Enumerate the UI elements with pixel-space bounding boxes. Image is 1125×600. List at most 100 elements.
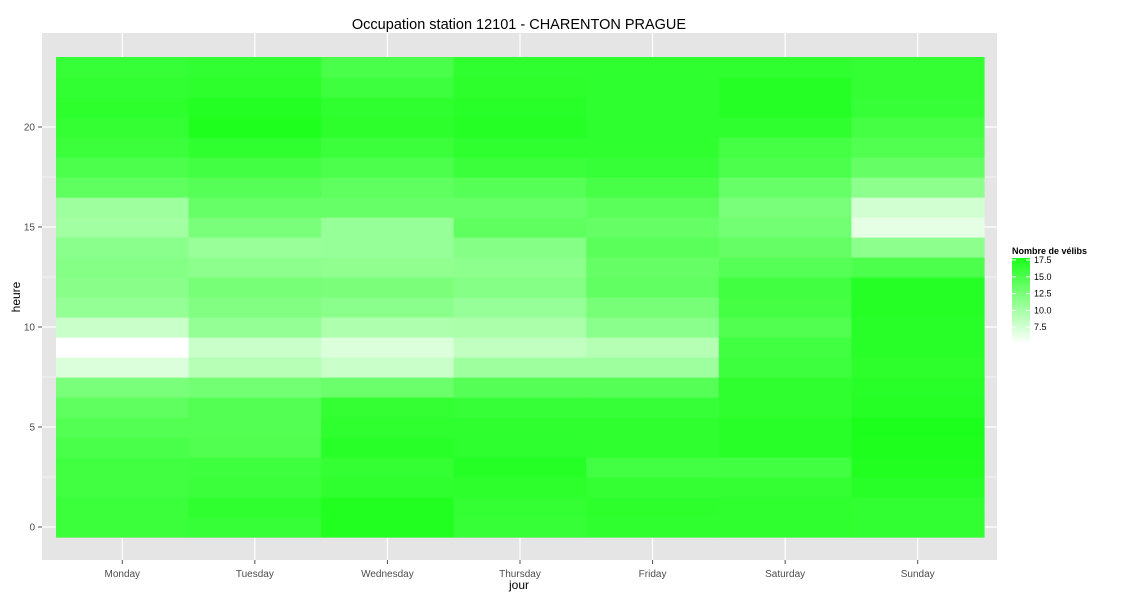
legend-label: 7.5 xyxy=(1034,322,1047,332)
heatmap-cell xyxy=(851,437,985,458)
heatmap-cell xyxy=(321,197,455,218)
heatmap-cell xyxy=(586,177,720,198)
heatmap-cell xyxy=(56,117,190,138)
heatmap-cell xyxy=(321,277,455,298)
heatmap-cell xyxy=(56,317,190,338)
heatmap-cell xyxy=(56,257,190,278)
heatmap-cell xyxy=(851,237,985,258)
heatmap-cell xyxy=(851,517,985,538)
heatmap-cell xyxy=(453,477,587,498)
heatmap-cell xyxy=(851,257,985,278)
heatmap-cell xyxy=(851,317,985,338)
heatmap-cell xyxy=(56,77,190,98)
heatmap-cell xyxy=(56,497,190,518)
y-tick-label: 5 xyxy=(29,423,35,434)
heatmap-cell xyxy=(718,517,853,538)
heatmap-cell xyxy=(851,137,985,158)
y-axis-title: heure xyxy=(9,281,23,312)
heatmap-cell xyxy=(453,377,587,398)
heatmap-cell xyxy=(188,437,322,458)
heatmap-cell xyxy=(321,437,455,458)
heatmap-cell xyxy=(851,117,985,138)
x-tick-label: Friday xyxy=(639,569,667,580)
heatmap-cell xyxy=(453,137,587,158)
y-tick-label: 20 xyxy=(24,123,36,134)
heatmap-cell xyxy=(851,217,985,238)
heatmap-cell xyxy=(56,157,190,178)
y-axis: 0 5 10 15 20 xyxy=(24,123,42,534)
heatmap-cell xyxy=(56,297,190,318)
heatmap-cell xyxy=(586,397,720,418)
heatmap-cell xyxy=(56,377,190,398)
heatmap-cell xyxy=(586,337,720,358)
heatmap-cell xyxy=(718,177,853,198)
heatmap-cell xyxy=(453,117,587,138)
heatmap-cell xyxy=(453,497,587,518)
legend-title: Nombre de vélibs xyxy=(1012,246,1087,256)
heatmap-cell xyxy=(718,297,853,318)
heatmap-cell xyxy=(56,237,190,258)
heatmap-cell xyxy=(321,317,455,338)
heatmap-cell xyxy=(188,357,322,378)
heatmap-cell xyxy=(188,137,322,158)
heatmap-cell xyxy=(453,417,587,438)
heatmap-cell xyxy=(718,377,853,398)
heatmap-cell xyxy=(56,97,190,118)
heatmap-cell xyxy=(56,277,190,298)
heatmap-cell xyxy=(586,157,720,178)
heatmap-cell xyxy=(56,417,190,438)
heatmap-cell xyxy=(718,257,853,278)
y-tick-label: 0 xyxy=(29,523,35,534)
heatmap-cell xyxy=(188,497,322,518)
heatmap-cell xyxy=(56,437,190,458)
heatmap-cell xyxy=(453,237,587,258)
x-axis: Monday Tuesday Wednesday Thursday Friday Satu… xyxy=(104,560,935,580)
heatmap-cell xyxy=(321,517,455,538)
heatmap-cell xyxy=(453,457,587,478)
legend-label: 15.0 xyxy=(1034,272,1052,282)
heatmap-cell xyxy=(453,437,587,458)
legend-ticks: 17.5 15.0 12.5 10.0 7.5 xyxy=(1012,255,1052,332)
heatmap-cell xyxy=(453,257,587,278)
heatmap-cell xyxy=(188,257,322,278)
heatmap-cell xyxy=(851,417,985,438)
heatmap-cell xyxy=(188,117,322,138)
heatmap-cell xyxy=(321,97,455,118)
heatmap-cell xyxy=(586,97,720,118)
heatmap-cell xyxy=(56,217,190,238)
heatmap-cell xyxy=(188,417,322,438)
heatmap-cell xyxy=(586,217,720,238)
heatmap-cell xyxy=(188,157,322,178)
heatmap-cell xyxy=(321,397,455,418)
legend-label: 17.5 xyxy=(1034,255,1052,265)
heatmap-cell xyxy=(188,477,322,498)
heatmap-cell xyxy=(453,77,587,98)
x-tick-label: Sunday xyxy=(901,569,935,580)
heatmap-cell xyxy=(56,197,190,218)
x-tick-label: Wednesday xyxy=(361,569,414,580)
heatmap-cell xyxy=(718,417,853,438)
y-tick-label: 10 xyxy=(24,323,36,334)
heatmap-cell xyxy=(851,377,985,398)
heatmap-cell xyxy=(453,197,587,218)
heatmap-cell xyxy=(321,297,455,318)
heatmap-cell xyxy=(851,477,985,498)
heatmap-cell xyxy=(453,217,587,238)
heatmap-cell xyxy=(718,157,853,178)
heatmap-cell xyxy=(321,177,455,198)
heatmap-cell xyxy=(586,197,720,218)
heatmap-cell xyxy=(851,337,985,358)
heatmap-cell xyxy=(586,277,720,298)
heatmap-cell xyxy=(188,57,322,78)
heatmap-cell xyxy=(851,197,985,218)
heatmap-cell xyxy=(453,357,587,378)
heatmap-cell xyxy=(851,97,985,118)
heatmap-cell xyxy=(718,497,853,518)
heatmap-cell xyxy=(321,377,455,398)
heatmap-cell xyxy=(188,337,322,358)
heatmap-cell xyxy=(851,57,985,78)
heatmap-cell xyxy=(718,77,853,98)
heatmap-cell xyxy=(453,57,587,78)
heatmap-cell xyxy=(453,157,587,178)
heatmap-cell xyxy=(56,137,190,158)
